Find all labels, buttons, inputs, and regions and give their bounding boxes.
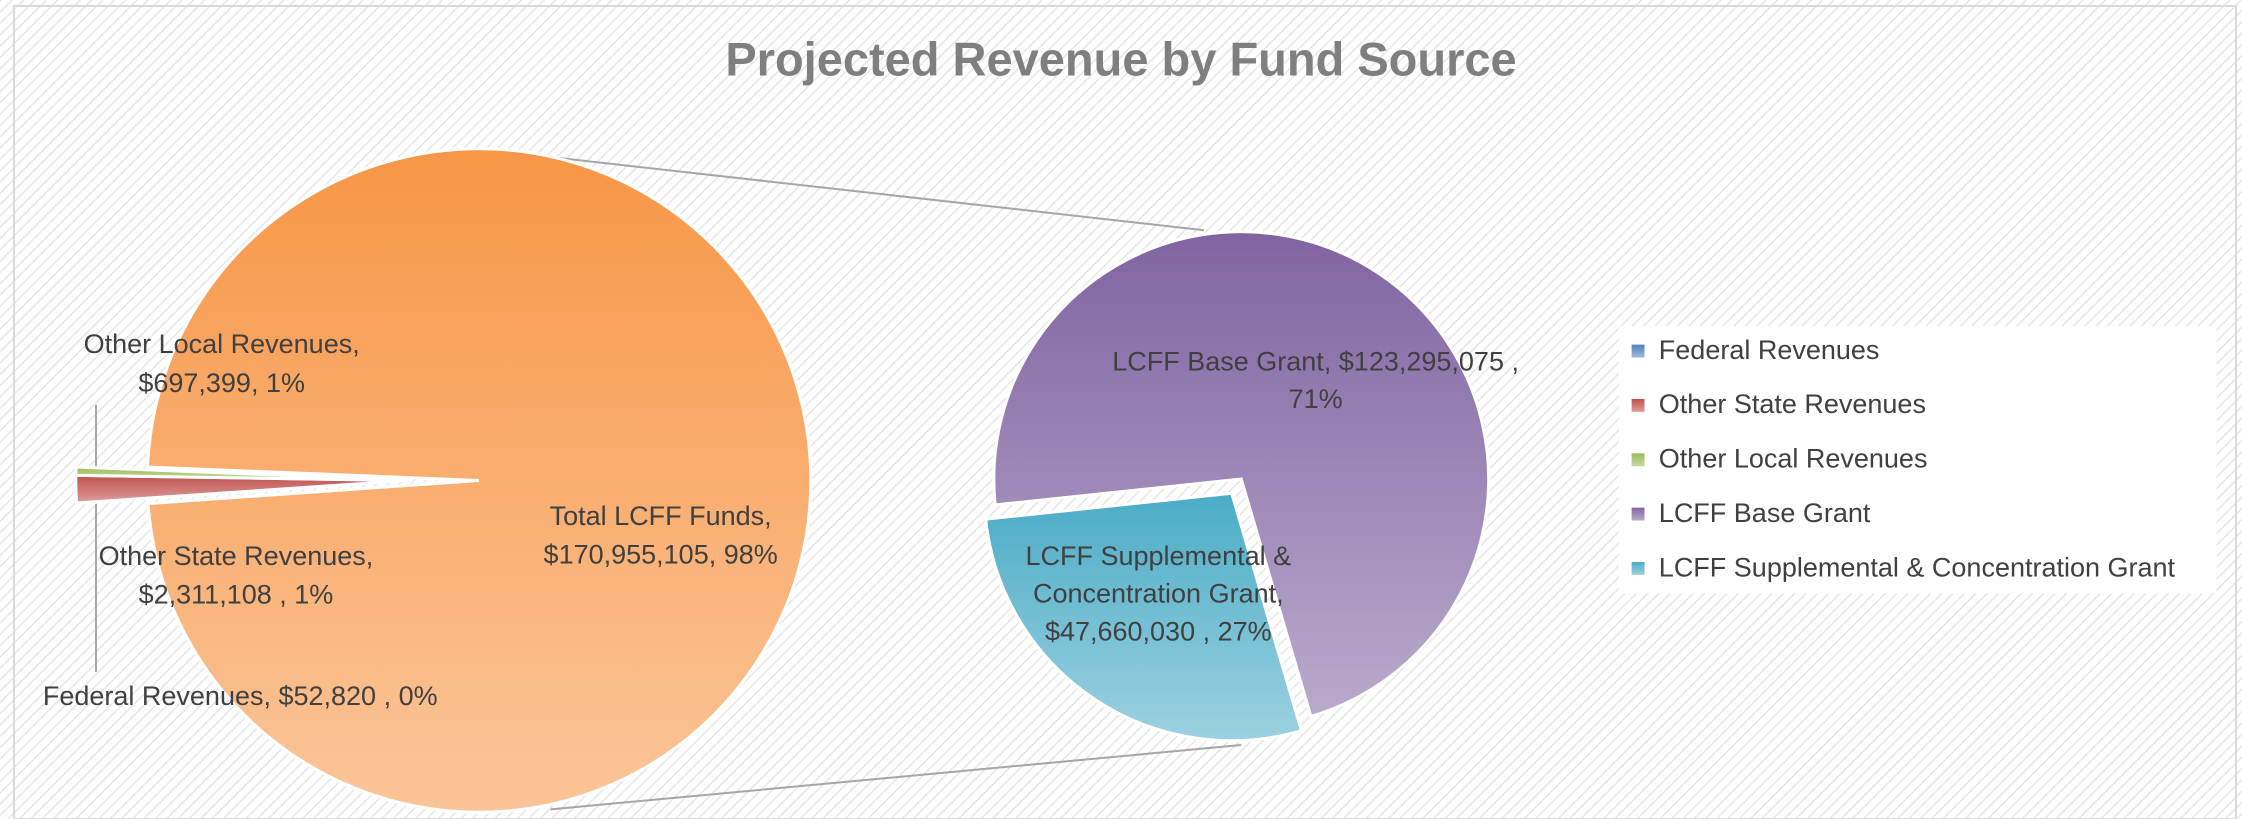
legend: Federal Revenues Other State Revenues Othe… [1618,326,2217,594]
data-label: $2,311,108 , 1% [139,579,334,609]
chart-title: Projected Revenue by Fund Source [725,32,1516,85]
data-label: LCFF Base Grant, $123,295,075 , [1112,346,1519,376]
pie-slice [984,491,1304,743]
data-label: 71% [1289,384,1343,414]
data-label: Other Local Revenues, [84,329,360,359]
data-label: Concentration Grant, [1033,579,1284,609]
legend-label: Other Local Revenues [1659,444,1928,474]
legend-marker [1631,398,1645,412]
data-label: Total LCFF Funds, [550,501,772,531]
data-label: $697,399, 1% [138,368,305,398]
legend-label: Federal Revenues [1659,335,1880,365]
legend-label: LCFF Base Grant [1659,498,1871,528]
legend-marker [1631,453,1645,467]
pie-slice [74,465,408,482]
legend-marker [1631,344,1645,358]
connector-line [550,744,1242,811]
data-label: $47,660,030 , 27% [1045,617,1272,647]
legend-label: Other State Revenues [1659,389,1926,419]
connector-line [514,152,1205,232]
legend-label: LCFF Supplemental & Concentration Grant [1659,552,2176,582]
legend-marker [1631,507,1645,521]
data-label: LCFF Supplemental & [1025,541,1291,571]
legend-marker [1631,561,1645,575]
pie-slice [992,230,1491,719]
chart-border [13,5,2237,819]
data-label: Federal Revenues, $52,820 , 0% [43,681,438,711]
data-label: $170,955,105, 98% [544,539,778,569]
data-label: Other State Revenues, [99,541,374,571]
legend-box [1618,326,2217,594]
pie-slice [146,147,813,814]
